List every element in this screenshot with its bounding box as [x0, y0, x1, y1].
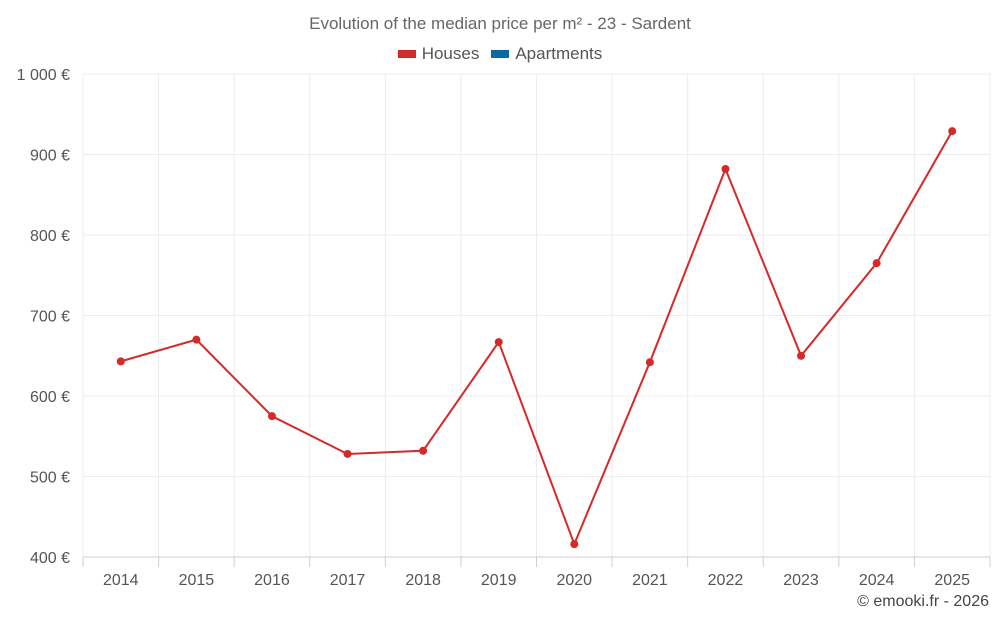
data-point-houses[interactable] — [721, 164, 730, 173]
data-point-houses[interactable] — [645, 358, 654, 367]
y-tick-label: 600 € — [30, 389, 70, 406]
chart-grid — [82, 73, 991, 558]
x-tick-label: 2021 — [632, 572, 668, 589]
x-tick-label: 2024 — [859, 572, 895, 589]
chart-series — [116, 127, 957, 549]
x-tick-label: 2016 — [254, 572, 290, 589]
x-tick-label: 2015 — [179, 572, 215, 589]
y-tick-label: 400 € — [30, 550, 70, 567]
series-line-houses — [120, 130, 954, 547]
y-tick-label: 1 000 € — [17, 67, 70, 84]
x-tick-label: 2023 — [783, 572, 819, 589]
data-point-houses[interactable] — [192, 335, 201, 344]
chart-legend: Houses Apartments — [0, 44, 1000, 64]
legend-swatch-apartments — [491, 50, 510, 58]
y-tick-label: 800 € — [30, 228, 70, 245]
x-tick-label: 2025 — [934, 572, 970, 589]
data-point-houses[interactable] — [419, 446, 428, 455]
data-point-houses[interactable] — [494, 338, 503, 347]
x-tick-label: 2014 — [103, 572, 139, 589]
y-axis: 400 € 500 € 600 € 700 € 800 € 900 € 1 000 € — [17, 67, 70, 567]
legend-label-houses: Houses — [421, 44, 480, 63]
data-point-houses[interactable] — [872, 259, 881, 268]
legend-swatch-houses — [397, 50, 416, 58]
x-tick-label: 2017 — [330, 572, 366, 589]
y-tick-label: 900 € — [30, 148, 70, 165]
x-tick-label: 2020 — [556, 572, 592, 589]
legend-item-apartments[interactable]: Apartments — [491, 44, 602, 64]
y-tick-label: 700 € — [30, 309, 70, 326]
credit-text: © emooki.fr - 2026 — [857, 593, 989, 610]
data-point-houses[interactable] — [948, 127, 957, 136]
chart-title: Evolution of the median price per m² - 2… — [309, 14, 691, 33]
legend-label-apartments: Apartments — [515, 44, 603, 63]
x-tick-label: 2019 — [481, 572, 517, 589]
data-point-houses[interactable] — [570, 540, 579, 549]
data-point-houses[interactable] — [797, 351, 806, 360]
data-point-houses[interactable] — [116, 357, 125, 366]
x-tick-label: 2022 — [708, 572, 744, 589]
data-point-houses[interactable] — [267, 412, 276, 421]
x-tick-label: 2018 — [405, 572, 441, 589]
x-axis: 2014 2015 2016 2017 2018 2019 2020 2021 2022 2023… — [82, 556, 991, 589]
data-point-houses[interactable] — [343, 449, 352, 458]
legend-item-houses[interactable]: Houses — [397, 44, 480, 64]
y-tick-label: 500 € — [30, 470, 70, 487]
